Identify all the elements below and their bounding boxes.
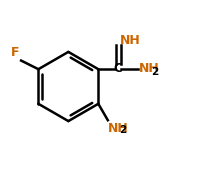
Text: C: C [114,62,123,75]
Text: NH: NH [139,62,160,75]
Text: 2: 2 [151,67,158,77]
Text: NH: NH [120,34,141,47]
Text: NH: NH [108,122,129,135]
Text: F: F [11,46,19,59]
Text: 2: 2 [120,125,127,135]
